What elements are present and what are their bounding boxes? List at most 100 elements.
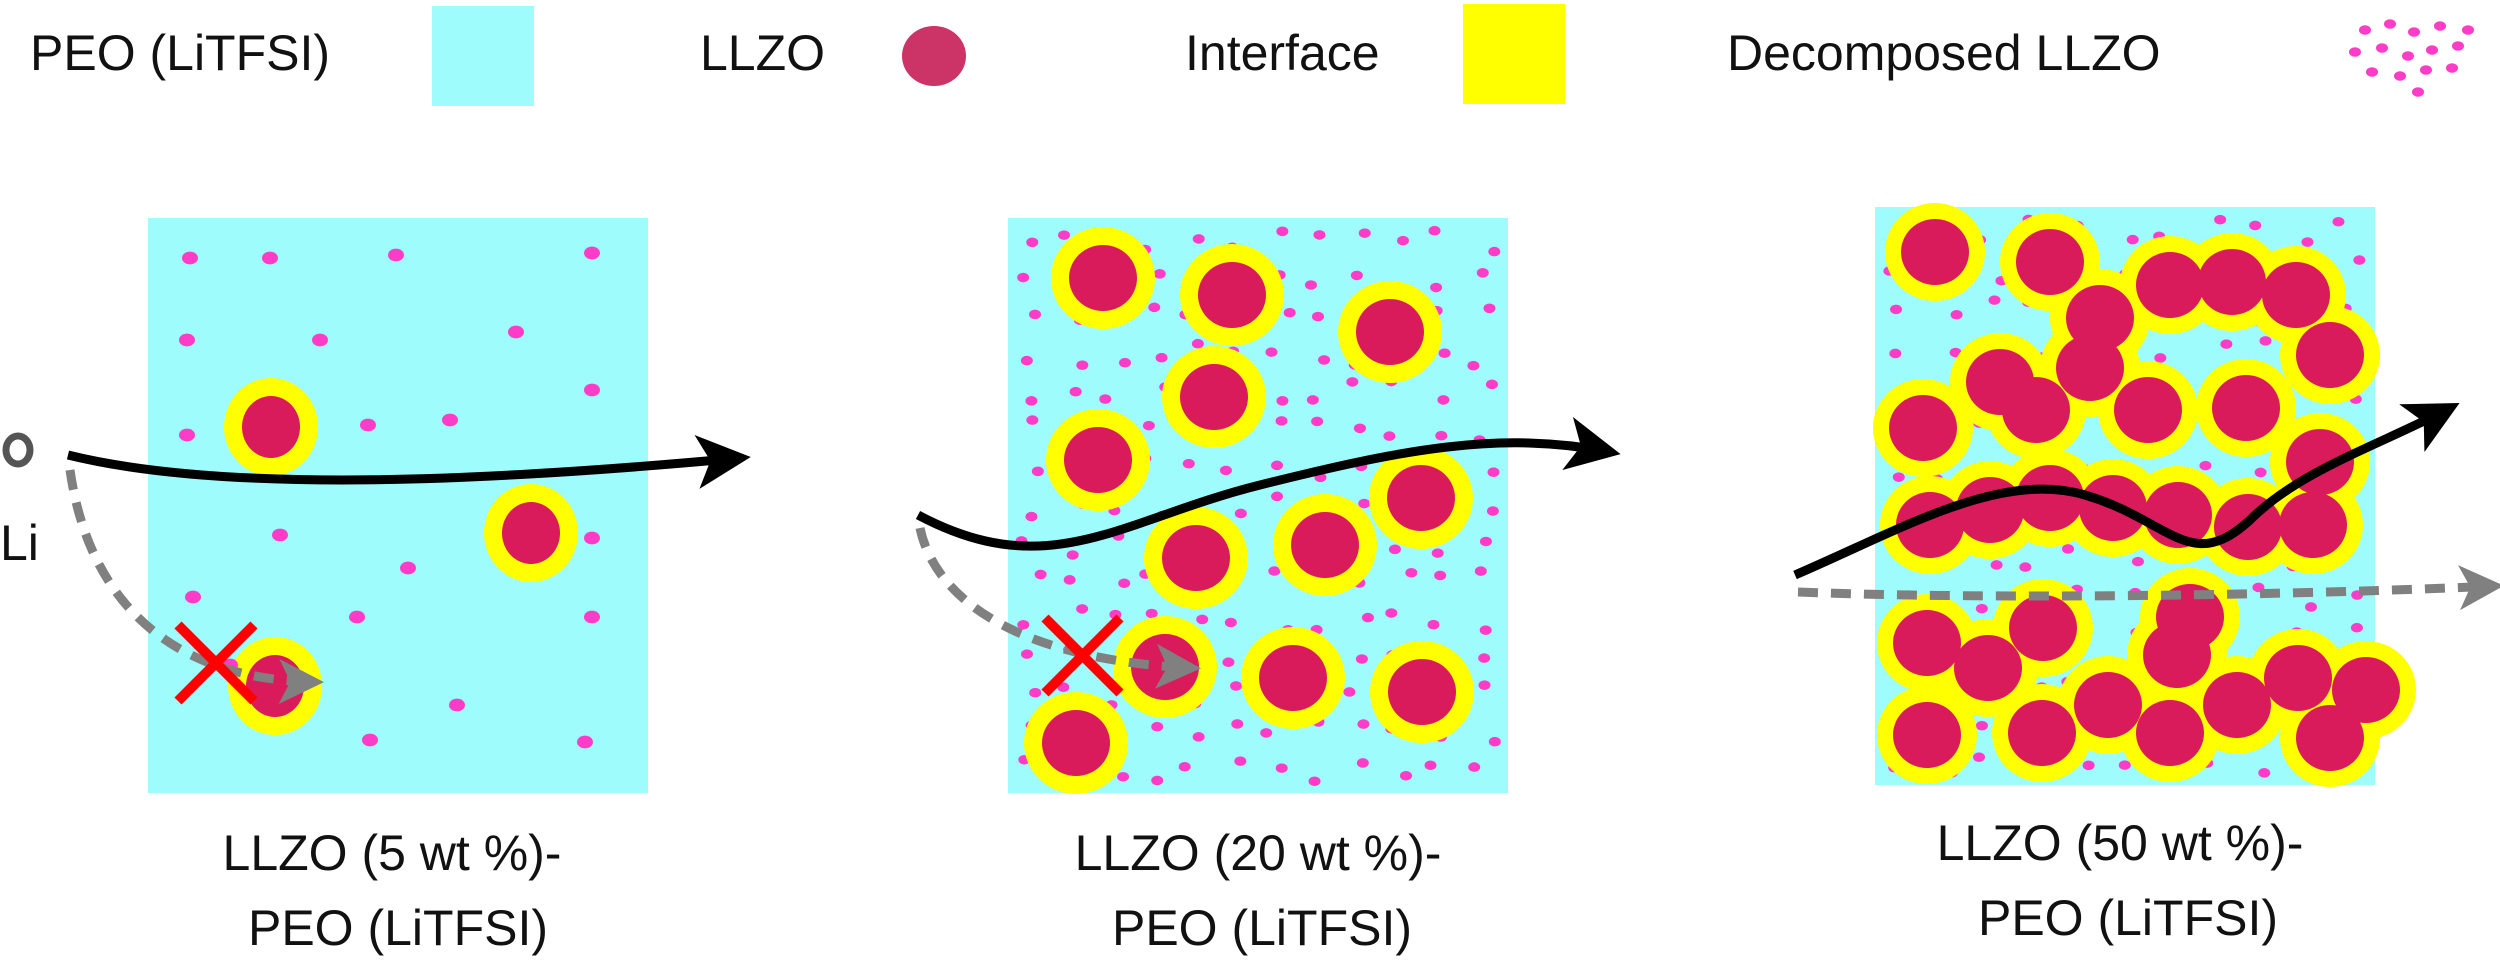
decomposed-llzo-dot <box>1437 395 1450 405</box>
caption-line-2: PEO (LiTFSI) <box>1112 900 1412 956</box>
decomposed-llzo-dot <box>1283 307 1296 318</box>
decomposed-llzo-dot <box>2332 216 2345 227</box>
decomposed-llzo-dot <box>1151 721 1164 732</box>
decomposed-llzo-dot <box>2259 336 2272 346</box>
decomposed-llzo-dot <box>1029 687 1042 698</box>
decomposed-llzo-dot <box>2412 87 2424 97</box>
decomposed-llzo-dot <box>1313 230 1326 240</box>
decomposed-llzo-dot <box>1099 394 1112 404</box>
decomposed-llzo-dot <box>1178 761 1191 772</box>
decomposed-llzo-dot <box>1485 379 1498 390</box>
llzo-particle <box>2332 657 2400 723</box>
llzo-particle <box>2198 249 2266 315</box>
decomposed-llzo-dot <box>1219 465 1232 476</box>
decomposed-llzo-dot <box>1343 687 1356 697</box>
decomposed-llzo-dot <box>2254 467 2267 478</box>
decomposed-llzo-dot <box>2366 67 2378 77</box>
decomposed-llzo-dot <box>1355 654 1368 664</box>
panel-llzo-50wt <box>1873 203 2416 787</box>
caption-20wt: LLZO (20 wt %)- PEO (LiTFSI) <box>1075 825 1442 956</box>
decomposed-llzo-dot <box>1271 491 1284 502</box>
decomposed-llzo-dot <box>2118 760 2131 770</box>
legend-label-interface: Interface <box>1185 25 1380 81</box>
llzo-particle <box>2212 375 2280 441</box>
llzo-particle <box>2016 229 2084 295</box>
decomposed-llzo-dot <box>1224 617 1237 628</box>
decomposed-llzo-dot <box>1155 352 1168 363</box>
decomposed-llzo-dot <box>1318 355 1331 365</box>
decomposed-llzo-dot <box>2420 65 2432 75</box>
llzo-particle <box>1901 219 1969 285</box>
decomposed-swatch <box>2349 19 2474 97</box>
decomposed-llzo-dot <box>577 735 593 749</box>
decomposed-llzo-dot <box>1118 578 1131 589</box>
llzo-particle <box>2136 700 2204 766</box>
decomposed-llzo-dot <box>1358 228 1371 238</box>
decomposed-llzo-dot <box>2249 220 2262 231</box>
legend-label-decomposed: Decomposed LLZO <box>1727 25 2161 81</box>
decomposed-llzo-dot <box>1020 355 1033 366</box>
decomposed-llzo-dot <box>1483 303 1496 314</box>
conduction-arrow <box>915 417 1621 551</box>
decomposed-llzo-dot <box>442 413 458 427</box>
llzo-particle <box>1042 710 1110 776</box>
decomposed-llzo-dot <box>2446 63 2458 73</box>
li-ion-icon <box>2 432 34 468</box>
decomposed-llzo-dot <box>1076 360 1089 370</box>
decomposed-llzo-dot <box>1388 544 1401 555</box>
llzo-particle <box>502 502 560 564</box>
decomposed-llzo-dot <box>1231 719 1244 729</box>
decomposed-llzo-dot <box>1017 619 1030 630</box>
llzo-particle <box>2203 672 2271 738</box>
interface-path-arrow <box>1797 565 2500 611</box>
decomposed-llzo-dot <box>1306 395 1319 405</box>
decomposed-llzo-dot <box>1405 567 1418 578</box>
llzo-particle <box>2074 672 2142 738</box>
decomposed-llzo-dot <box>2304 602 2317 612</box>
decomposed-llzo-dot <box>1890 304 1903 315</box>
decomposed-llzo-dot <box>1488 736 1501 747</box>
llzo-particle <box>1356 299 1424 365</box>
decomposed-llzo-dot <box>1396 235 1409 246</box>
llzo-particle <box>2066 285 2134 351</box>
llzo-particle <box>1291 512 1359 578</box>
decomposed-llzo-dot <box>508 325 524 339</box>
decomposed-llzo-dot <box>1468 762 1481 772</box>
decomposed-llzo-dot <box>179 428 195 442</box>
decomposed-llzo-dot <box>1069 386 1082 397</box>
llzo-particle <box>2114 377 2182 443</box>
decomposed-llzo-dot <box>1424 760 1437 771</box>
llzo-particle <box>2296 322 2364 388</box>
llzo-particle <box>1069 245 1137 311</box>
decomposed-llzo-dot <box>1271 460 1284 471</box>
decomposed-llzo-dot <box>185 590 201 604</box>
decomposed-llzo-dot <box>1308 776 1321 787</box>
decomposed-llzo-dot <box>1474 566 1487 576</box>
decomposed-llzo-dot <box>1153 269 1166 279</box>
decomposed-llzo-dot <box>360 418 376 432</box>
llzo-particle <box>242 396 300 458</box>
llzo-particle <box>2279 492 2347 558</box>
legend-label-llzo: LLZO <box>700 25 825 81</box>
decomposed-llzo-dot <box>349 610 365 624</box>
decomposed-llzo-dot <box>1275 416 1288 426</box>
decomposed-llzo-dot <box>1031 466 1044 477</box>
decomposed-llzo-dot <box>272 528 288 542</box>
decomposed-llzo-dot <box>1196 614 1209 625</box>
decomposed-llzo-dot <box>179 333 195 347</box>
panel-llzo-20wt <box>1008 218 1508 794</box>
decomposed-llzo-dot <box>2462 25 2474 35</box>
decomposed-llzo-dot <box>362 733 378 747</box>
decomposed-llzo-dot <box>1058 230 1071 240</box>
decomposed-llzo-dot <box>1234 508 1247 519</box>
decomposed-llzo-dot <box>1990 560 2003 570</box>
decomposed-llzo-dot <box>1304 280 1317 290</box>
peo-swatch <box>432 6 534 106</box>
llzo-particle <box>2008 700 2076 766</box>
decomposed-llzo-dot <box>2019 562 2032 572</box>
decomposed-llzo-dot <box>2408 27 2420 37</box>
decomposed-llzo-dot <box>1276 226 1289 237</box>
decomposed-llzo-dot <box>1222 657 1235 668</box>
decomposed-llzo-dot <box>262 251 278 265</box>
decomposed-llzo-dot <box>1182 458 1195 469</box>
